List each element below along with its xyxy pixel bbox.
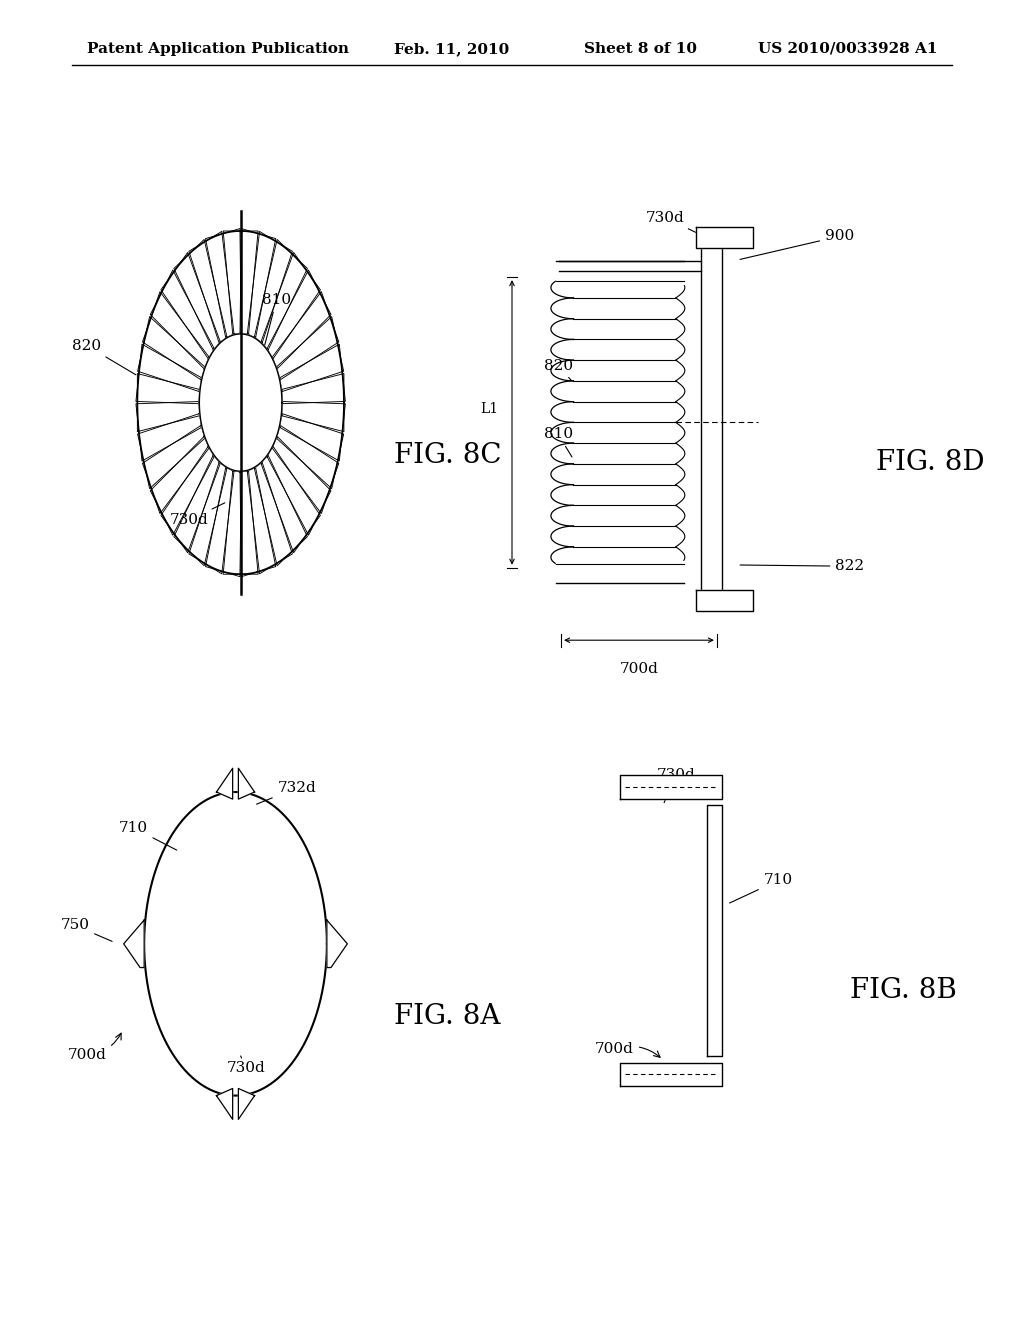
Polygon shape [272,292,339,380]
Polygon shape [174,455,227,566]
Polygon shape [282,374,344,432]
Text: Sheet 8 of 10: Sheet 8 of 10 [584,42,696,55]
Text: 900: 900 [740,230,854,260]
Text: 750: 750 [60,919,113,941]
Polygon shape [223,231,258,334]
Text: 710: 710 [729,874,793,903]
Text: Patent Application Publication: Patent Application Publication [87,42,349,55]
Polygon shape [280,401,345,461]
Polygon shape [261,252,321,359]
Polygon shape [556,561,684,583]
Polygon shape [137,374,200,432]
Polygon shape [136,401,202,461]
Text: L1: L1 [480,403,499,416]
Text: FIG. 8A: FIG. 8A [394,1003,501,1030]
Polygon shape [124,920,144,968]
Polygon shape [144,792,327,1096]
Polygon shape [137,413,205,488]
Polygon shape [142,292,209,380]
Text: FIG. 8C: FIG. 8C [394,442,502,469]
Text: FIG. 8D: FIG. 8D [876,449,984,475]
Polygon shape [620,775,722,799]
Polygon shape [151,437,214,535]
Polygon shape [239,1089,255,1119]
Polygon shape [136,345,202,404]
Text: 820: 820 [544,359,572,380]
Text: 730d: 730d [656,768,695,803]
Polygon shape [240,228,275,338]
Polygon shape [559,261,701,271]
Polygon shape [151,271,214,368]
Polygon shape [254,455,307,566]
Polygon shape [206,228,242,338]
Polygon shape [239,768,255,799]
Polygon shape [161,446,220,553]
Text: 730d: 730d [226,1056,265,1074]
Polygon shape [254,239,307,350]
Polygon shape [174,239,227,350]
Text: 700d: 700d [595,1043,660,1057]
Polygon shape [327,920,347,968]
Polygon shape [261,446,321,553]
Text: 810: 810 [262,293,291,356]
Text: 700d: 700d [620,663,658,676]
Polygon shape [276,413,344,488]
Polygon shape [701,238,722,601]
Polygon shape [240,467,275,577]
Polygon shape [188,462,233,574]
Polygon shape [707,805,722,1056]
Polygon shape [620,1063,722,1086]
Polygon shape [248,231,293,343]
Text: 730d: 730d [170,503,225,527]
Polygon shape [556,261,684,284]
Polygon shape [161,252,220,359]
Polygon shape [200,334,282,471]
Polygon shape [280,345,345,404]
Polygon shape [142,425,209,513]
Polygon shape [216,1089,232,1119]
Polygon shape [216,768,232,799]
Polygon shape [272,425,339,513]
Polygon shape [188,231,233,343]
Polygon shape [696,590,753,611]
Text: 810: 810 [544,428,572,457]
Text: 820: 820 [73,339,136,375]
Polygon shape [267,271,331,368]
Polygon shape [276,317,344,392]
Text: FIG. 8B: FIG. 8B [850,977,956,1003]
Polygon shape [206,467,242,577]
Text: 710: 710 [119,821,177,850]
Text: Feb. 11, 2010: Feb. 11, 2010 [394,42,510,55]
Text: 732d: 732d [257,781,316,804]
Polygon shape [267,437,331,535]
Polygon shape [223,471,258,574]
Text: 700d: 700d [68,1034,121,1061]
Polygon shape [137,317,205,392]
Polygon shape [248,462,293,574]
Text: 822: 822 [740,560,864,573]
Text: 730d: 730d [646,211,705,236]
Polygon shape [696,227,753,248]
Text: US 2010/0033928 A1: US 2010/0033928 A1 [758,42,937,55]
